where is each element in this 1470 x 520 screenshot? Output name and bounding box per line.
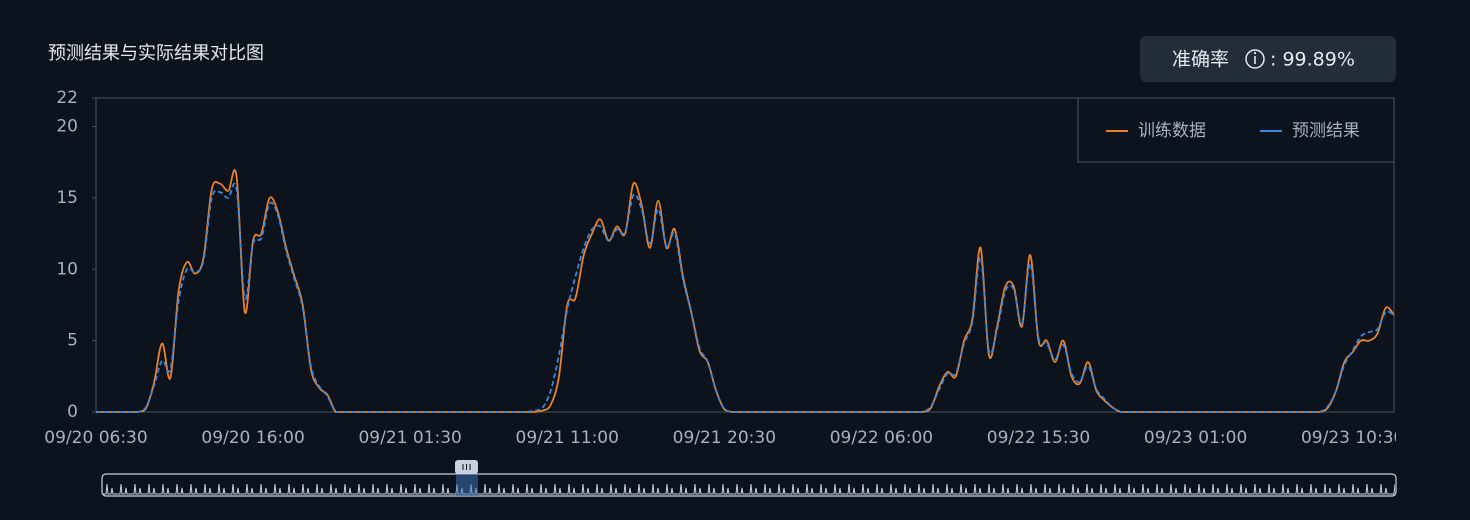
accuracy-value: : 99.89% (1270, 49, 1355, 71)
x-tick-label: 09/22 06:00 (830, 428, 933, 448)
info-icon-dot (1253, 51, 1257, 55)
y-tick-label: 20 (56, 117, 78, 137)
x-tick-label: 09/20 16:00 (201, 428, 304, 448)
legend: 训练数据 预测结果 (1077, 97, 1395, 163)
legend-label: 预测结果 (1292, 121, 1360, 141)
x-tick-label: 09/21 20:30 (673, 428, 776, 448)
x-tick-label: 09/21 11:00 (516, 428, 619, 448)
y-tick-label: 22 (56, 88, 78, 108)
plot: 0 5 10 15 20 22 09/20 06:30 09/20 16:00 09/21 01… (44, 88, 1404, 448)
chart-title: 预测结果与实际结果对比图 (48, 43, 264, 64)
x-tick-label: 09/21 01:30 (358, 428, 461, 448)
zoom-preview (103, 475, 1395, 495)
badge-background (1140, 36, 1396, 82)
x-tick-label: 09/23 10:30 (1301, 428, 1404, 448)
y-tick-label: 5 (67, 331, 78, 351)
x-tick-label: 09/20 06:30 (44, 428, 147, 448)
y-tick-label: 10 (56, 259, 78, 279)
x-tick-label: 09/22 15:30 (987, 428, 1090, 448)
accuracy-label: 准确率 (1172, 49, 1229, 71)
info-icon[interactable] (1245, 49, 1265, 69)
x-tick-label: 09/23 01:00 (1144, 428, 1247, 448)
x-axis-labels: 09/20 06:30 09/20 16:00 09/21 01:30 09/21 1… (44, 428, 1404, 448)
zoom-window[interactable] (456, 474, 478, 496)
y-tick-label: 0 (67, 402, 78, 422)
legend-box (1077, 97, 1395, 163)
series-line (96, 182, 1395, 413)
legend-label: 训练数据 (1138, 121, 1206, 141)
data-zoom[interactable] (101, 460, 1397, 497)
accuracy-badge: 准确率 : 99.89% (1140, 36, 1396, 82)
y-tick-label: 15 (56, 188, 78, 208)
